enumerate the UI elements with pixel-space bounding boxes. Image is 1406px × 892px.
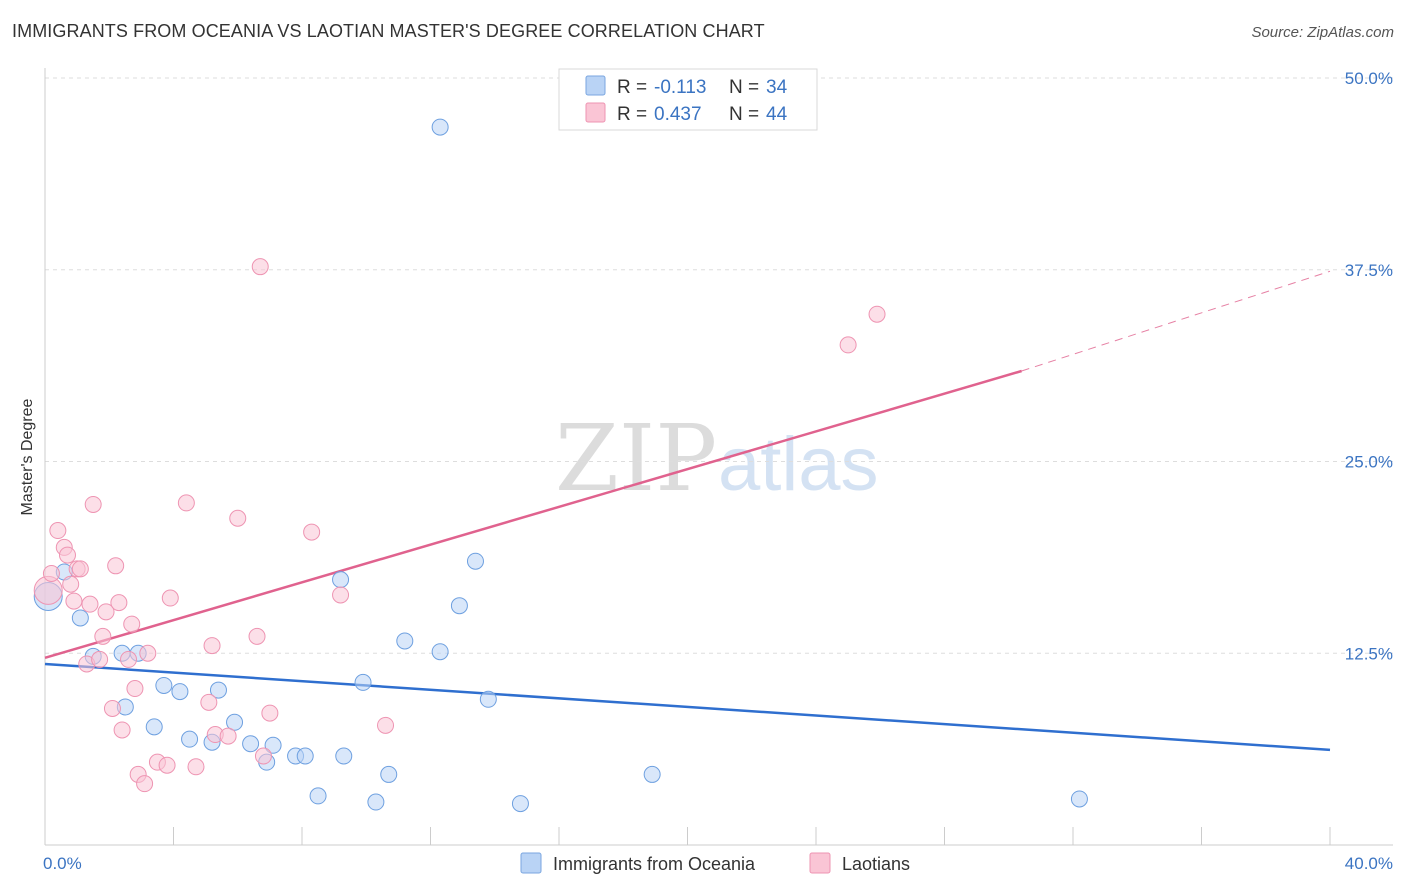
point-s0-30 (479, 690, 497, 708)
legend-swatch-oceania (585, 75, 606, 96)
point-s1-38 (261, 704, 279, 722)
point-s1-27 (161, 589, 179, 607)
point-s1-6 (65, 592, 83, 610)
point-s1-34 (229, 509, 247, 527)
point-s1-40 (332, 586, 350, 604)
point-s1-35 (248, 627, 266, 645)
point-s1-5 (62, 575, 80, 593)
point-s1-12 (91, 650, 109, 668)
point-s1-31 (203, 637, 221, 655)
bottom-legend: Immigrants from Oceania Laotians (520, 852, 910, 874)
point-s0-19 (309, 787, 327, 805)
legend-r-label-laotians: R = (617, 104, 647, 125)
point-s0-27 (431, 118, 449, 136)
point-s1-42 (839, 336, 857, 354)
point-s1-13 (94, 627, 112, 645)
x-tick-label-0: 0.0% (43, 854, 82, 873)
point-s1-15 (103, 699, 121, 717)
point-s1-41 (377, 716, 395, 734)
point-s1-37 (254, 747, 272, 765)
point-s0-12 (209, 681, 227, 699)
point-s0-13 (226, 713, 244, 731)
bottom-legend-label-laotians: Laotians (842, 854, 910, 874)
point-s1-1 (42, 564, 60, 582)
legend-n-label-oceania: N = (729, 77, 759, 98)
legend-n-label-laotians: N = (729, 104, 759, 125)
point-s0-20 (332, 571, 350, 589)
point-s1-8 (71, 560, 89, 578)
point-s1-36 (251, 258, 269, 276)
point-s1-4 (58, 546, 76, 564)
legend-r-value-oceania: -0.113 (654, 77, 706, 98)
bottom-legend-swatch-laotians (809, 852, 831, 874)
point-s0-32 (643, 765, 661, 783)
point-s0-31 (511, 795, 529, 813)
y-tick-label-0: 12.5% (1345, 644, 1393, 663)
bottom-legend-swatch-oceania (520, 852, 542, 874)
legend-r-value-laotians: 0.437 (654, 104, 702, 125)
point-s1-19 (120, 650, 138, 668)
point-s0-14 (242, 735, 260, 753)
y-tick-label-2: 37.5% (1345, 261, 1393, 280)
chart-title: IMMIGRANTS FROM OCEANIA VS LAOTIAN MASTE… (12, 21, 765, 41)
point-s0-22 (354, 673, 372, 691)
point-s1-10 (81, 595, 99, 613)
point-s0-16 (264, 736, 282, 754)
point-s1-23 (136, 775, 154, 793)
point-s0-26 (431, 643, 449, 661)
legend-n-value-oceania: 34 (766, 77, 788, 98)
point-s0-24 (380, 765, 398, 783)
y-tick-label-3: 50.0% (1345, 69, 1393, 88)
x-tick-label-1: 40.0% (1345, 854, 1393, 873)
bottom-legend-label-oceania: Immigrants from Oceania (553, 854, 756, 874)
chart-source: Source: ZipAtlas.com (1251, 24, 1394, 41)
gridlines (45, 77, 1393, 654)
point-s1-2 (49, 522, 67, 540)
point-s0-7 (145, 718, 163, 736)
point-s0-25 (396, 632, 414, 650)
y-tick-label-1: 25.0% (1345, 453, 1393, 472)
axes (44, 68, 1393, 846)
point-s1-33 (219, 727, 237, 745)
watermark-atlas: atlas (718, 422, 879, 507)
point-s1-11 (84, 495, 102, 513)
point-s1-26 (158, 756, 176, 774)
legend-r-label-oceania: R = (617, 77, 647, 98)
point-s0-29 (466, 552, 484, 570)
point-s0-9 (171, 683, 189, 701)
point-s0-10 (181, 730, 199, 748)
point-s0-23 (367, 793, 385, 811)
point-s1-14 (97, 603, 115, 621)
point-s0-8 (155, 676, 173, 694)
point-s0-2 (71, 609, 89, 627)
watermark: ZIP atlas (555, 405, 879, 512)
point-s1-18 (113, 721, 131, 739)
trend-line-0 (44, 662, 1331, 752)
watermark-zip: ZIP (555, 405, 717, 512)
point-s1-21 (126, 680, 144, 698)
point-s1-20 (123, 615, 141, 633)
point-s1-17 (110, 594, 128, 612)
point-s1-29 (187, 758, 205, 776)
legend-n-value-laotians: 44 (766, 104, 788, 125)
trend-lines (44, 270, 1331, 752)
trend-line-extension-1 (1021, 270, 1331, 372)
point-s0-18 (296, 747, 314, 765)
legend-swatch-laotians (585, 102, 606, 123)
data-points (33, 118, 1088, 813)
point-s1-43 (868, 305, 886, 323)
point-s0-28 (450, 597, 468, 615)
x-tick-labels: 0.0% 40.0% (43, 854, 1393, 873)
point-s1-16 (107, 557, 125, 575)
y-tick-labels: 12.5% 25.0% 37.5% 50.0% (1345, 69, 1393, 663)
point-s1-28 (177, 494, 195, 512)
point-s1-30 (200, 693, 218, 711)
point-s0-21 (335, 747, 353, 765)
point-s1-39 (303, 523, 321, 541)
point-s1-24 (139, 644, 157, 662)
trend-line-1 (44, 369, 1022, 660)
legend: R = -0.113 N = 34 R = 0.437 N = 44 (558, 68, 818, 131)
point-s0-33 (1070, 790, 1088, 808)
